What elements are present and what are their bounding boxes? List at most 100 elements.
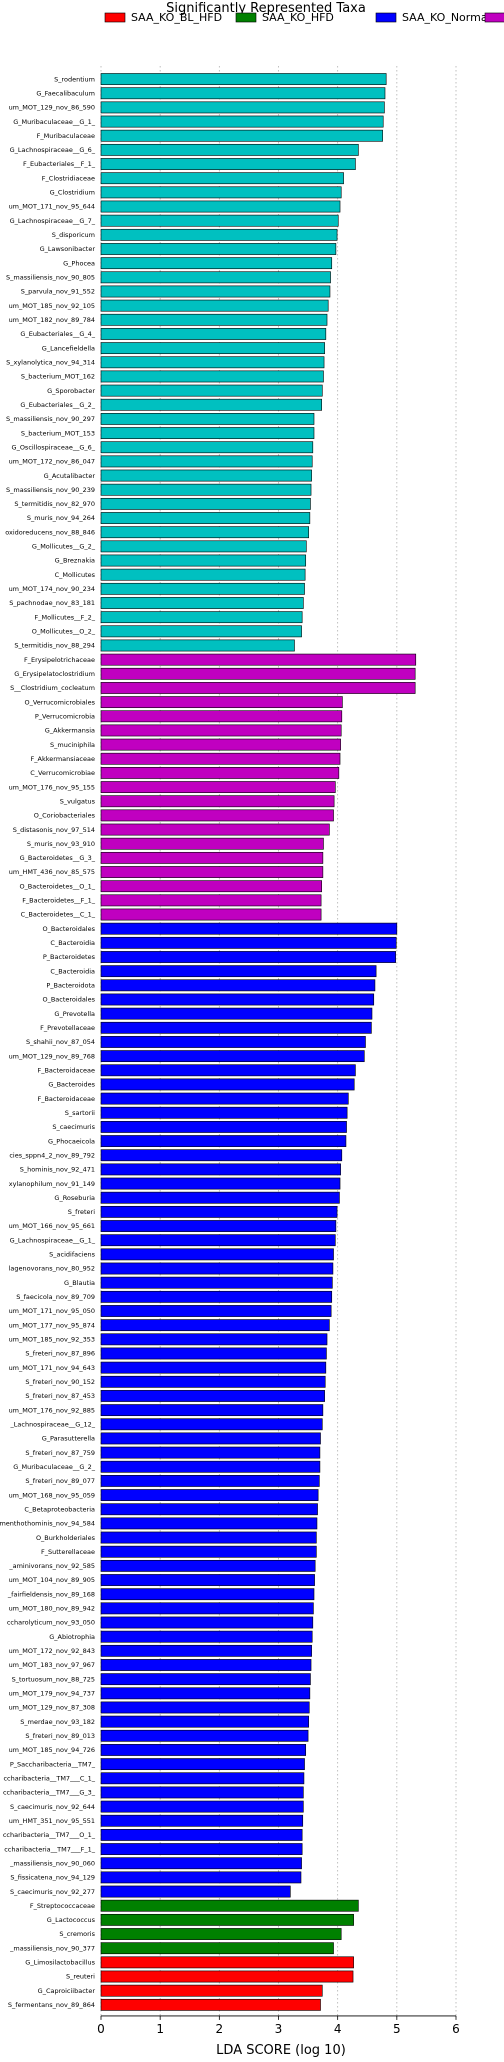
bar [100, 356, 325, 369]
bar [100, 1574, 315, 1586]
taxon-label: ccharibacteria__TM7___G_3_ [3, 1789, 96, 1797]
taxon-label: C_Bacteroidia [50, 939, 95, 947]
bar [100, 1121, 347, 1133]
taxon-label: O_Mollicutes__O_2_ [32, 628, 96, 636]
bar [100, 1800, 304, 1813]
taxon-label: um_MOT_172_nov_86_047 [9, 458, 95, 466]
bar [100, 1106, 348, 1119]
bar [100, 611, 303, 624]
taxon-label: G_Eubacteriales__G_4_ [20, 330, 95, 338]
taxon-label: S_caecimuris [52, 1123, 95, 1131]
bar [100, 243, 337, 255]
taxon-label: um_MOT_171_nov_95_050 [9, 1307, 95, 1315]
bar [100, 1531, 317, 1544]
taxon-label: G_Abiotrophia [49, 1633, 95, 1641]
taxon-label: um_MOT_176_nov_95_155 [9, 783, 95, 791]
legend-item: SAA_KO_Normal [375, 11, 491, 24]
taxon-label: um_MOT_129_nov_89_768 [9, 1052, 95, 1060]
taxon-label: um_MOT_180_nov_89_942 [9, 1605, 95, 1613]
taxon-label: lagenovorans_nov_80_952 [9, 1265, 95, 1273]
legend-label: SAA_KO_Normal [402, 11, 491, 24]
taxon-label: S_muciniphila [50, 741, 95, 749]
bar [100, 880, 322, 893]
bar [100, 1588, 315, 1601]
x-tick-label: 1 [156, 2022, 164, 2036]
bar [100, 1942, 334, 1955]
bar [100, 1248, 334, 1261]
bar [100, 1347, 327, 1360]
legend: SAA_KO_BL_HFD SAA_KO_HFD SAA_KO_Normal [104, 11, 504, 24]
bar [100, 1701, 310, 1714]
bar [100, 597, 304, 609]
taxon-label: P_Bacteroidota [46, 982, 95, 990]
bar [100, 1602, 314, 1615]
bar [100, 483, 312, 496]
bar [100, 653, 417, 666]
bar [100, 186, 342, 199]
taxon-label: G_Phocaeicola [48, 1137, 95, 1145]
taxon-label: O_Verrucomicrobiales [24, 698, 95, 706]
bar [100, 1205, 338, 1218]
bar [100, 1191, 340, 1204]
bar [100, 1744, 307, 1756]
taxon-label: S_muris_nov_93_910 [27, 840, 95, 848]
bar [100, 1559, 316, 1572]
legend-swatch [235, 12, 257, 23]
bar [100, 455, 313, 468]
bar [100, 1489, 319, 1501]
x-tick-label: 4 [334, 2022, 342, 2036]
bar [100, 101, 385, 114]
bar [100, 87, 386, 100]
bar [100, 1475, 320, 1487]
taxon-label: F_Clostridiaceae [42, 174, 95, 182]
bar [100, 1616, 314, 1629]
bar [100, 1857, 302, 1870]
taxon-label: menthothominis_nov_94_584 [0, 1520, 95, 1528]
taxon-label: S_shahii_nov_87_054 [26, 1038, 95, 1046]
bar [100, 1673, 311, 1686]
bar [100, 1503, 318, 1516]
bar [100, 158, 356, 170]
bar [100, 1517, 318, 1530]
bar [100, 469, 312, 482]
taxon-label: um_HMT_436_nov_85_575 [9, 868, 95, 876]
bar [100, 1390, 325, 1402]
taxon-label: um_MOT_171_nov_94_643 [9, 1364, 95, 1372]
bar [100, 299, 329, 312]
taxon-label: um_MOT_183_nov_97_967 [9, 1661, 95, 1669]
bar [100, 696, 343, 709]
taxon-label: G_Sporobacter [47, 387, 95, 395]
taxon-label: S_freteri_nov_87_896 [25, 1350, 95, 1358]
bar [100, 73, 387, 85]
bar [100, 115, 384, 128]
taxon-label: O_Bacteroidetes__O_1_ [19, 882, 95, 890]
bar [100, 767, 340, 779]
bar [100, 342, 325, 355]
bar [100, 1687, 311, 1700]
taxon-label: S_distasonis_nov_97_514 [13, 826, 95, 834]
taxon-label: S_reuteri [66, 1973, 95, 1981]
x-tick-label: 2 [216, 2022, 224, 2036]
taxon-label: F_Erysipelotrichaceae [24, 656, 95, 664]
x-tick-label: 5 [393, 2022, 401, 2036]
x-tick-label: 6 [452, 2022, 460, 2036]
taxon-label: _massiliensis_nov_90_377 [9, 1944, 95, 1952]
taxon-label: S_termitidis_nov_82_970 [14, 500, 95, 508]
taxon-label: F_Prevotellaceae [40, 1024, 95, 1032]
bar [100, 1418, 323, 1431]
bar [100, 922, 398, 935]
bar [100, 1715, 309, 1728]
bar [100, 894, 322, 907]
taxon-label: um_MOT_185_nov_94_726 [9, 1746, 95, 1754]
bar [100, 1460, 321, 1473]
taxon-label: cies_sppn4_2_nov_89_792 [9, 1151, 95, 1159]
taxon-label: G_Lachnospiraceae__G_6_ [10, 146, 96, 154]
bar [100, 413, 315, 425]
taxon-label: um_MOT_172_nov_92_843 [9, 1647, 95, 1655]
bar [100, 752, 341, 765]
bar [100, 1984, 323, 1997]
taxon-label: S_tortuosum_nov_88_725 [12, 1675, 95, 1683]
taxon-label: S_pachnodae_nov_83_181 [9, 599, 95, 607]
taxon-label: O_Bacteroidales [42, 996, 95, 1004]
x-tick-label: 0 [97, 2022, 105, 2036]
